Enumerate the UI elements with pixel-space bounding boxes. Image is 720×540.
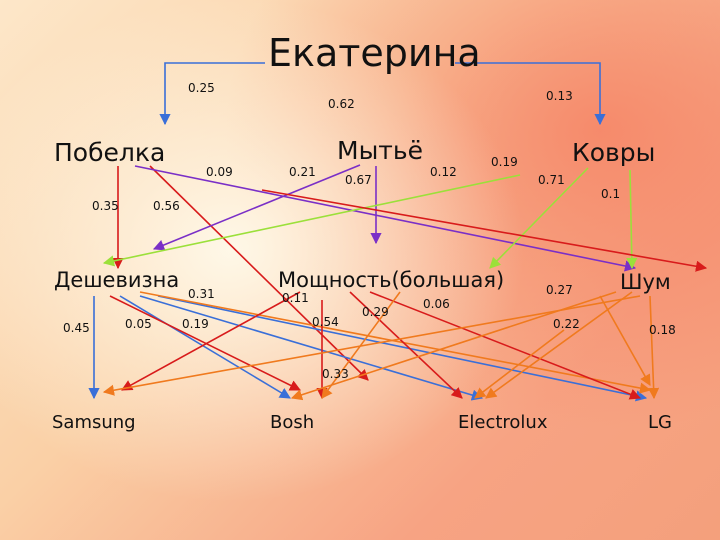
weight-noise-1: 0.27	[546, 283, 573, 297]
subcriterion-cheapness: Дешевизна	[54, 268, 180, 292]
weight-goal-pobelka: 0.25	[188, 81, 215, 95]
weight-cheapness-3: 0.31	[188, 287, 215, 301]
alternative-bosh: Bosh	[270, 412, 315, 433]
weight-kovry-1: 0.19	[491, 155, 518, 169]
edge-mytyo-to-noise	[102, 174, 521, 267]
weight-kovry-3: 0.1	[601, 187, 621, 201]
edge-noise-to-lg	[648, 295, 660, 400]
edge-kovry-to-cheapness-red	[261, 189, 708, 272]
alternative-samsung: Samsung	[52, 412, 136, 433]
edge-electrolux-cross-orange	[474, 329, 565, 399]
alternative-electrolux: Electrolux	[458, 412, 548, 433]
weight-pobelka-2: 0.56	[153, 199, 180, 213]
goal-node: Екатерина	[268, 31, 481, 75]
edge-power-to-bosh-orange	[321, 291, 401, 399]
criterion-mytyo: Мытьё	[337, 136, 423, 165]
edge-cheapness-to-electrolux	[139, 295, 484, 401]
edge-cheapness-to-lg-orange	[139, 291, 652, 394]
weight-pobelka-3: 0.09	[206, 165, 233, 179]
edge-pobelka-to-noise	[134, 165, 637, 272]
weight-cheapness-2: 0.05	[125, 317, 152, 331]
edge-cheapness-to-bosh	[119, 295, 291, 399]
edge-kovry-to-noise	[626, 169, 638, 270]
weight-mytyo-3: 0.12	[430, 165, 457, 179]
edge-goal-kovry	[455, 62, 606, 126]
edge-pobelka-to-power-red	[149, 165, 369, 381]
alternative-lg: LG	[648, 412, 672, 433]
weight-cheapness-1: 0.45	[63, 321, 90, 335]
weight-cheapness-4: 0.19	[182, 317, 209, 331]
edge-power-to-electrolux	[349, 291, 463, 399]
edge-lg-cross-orange	[599, 295, 651, 386]
edge-noise-to-bosh	[290, 291, 617, 401]
weight-pobelka-1: 0.35	[92, 199, 119, 213]
weight-mytyo-1: 0.21	[289, 165, 316, 179]
weight-power-3: 0.29	[362, 305, 389, 319]
weight-goal-kovry: 0.13	[546, 89, 573, 103]
weight-goal-mytyo: 0.62	[328, 97, 355, 111]
edge-mytyo-to-cheapness	[152, 164, 361, 251]
weight-power-2: 0.54	[312, 315, 339, 329]
weight-noise-3: 0.18	[649, 323, 676, 337]
subcriterion-power: Мощность(большая)	[278, 268, 505, 292]
weight-power-1: 0.11	[282, 291, 309, 305]
edge-goal-pobelka	[159, 62, 265, 126]
diagram-edges	[88, 62, 708, 402]
weight-noise-2: 0.22	[553, 317, 580, 331]
edge-cheapness-to-bosh-red	[109, 295, 302, 391]
criterion-kovry: Ковры	[572, 138, 656, 167]
weight-center: 0.33	[322, 367, 349, 381]
weight-kovry-2: 0.71	[538, 173, 565, 187]
criterion-pobelka: Побелка	[54, 138, 166, 167]
edge-kovry-to-power	[489, 167, 589, 269]
weight-mytyo-2: 0.67	[345, 173, 372, 187]
edge-power-to-samsung	[121, 291, 301, 391]
edge-noise-to-samsung	[102, 295, 641, 396]
weight-power-4: 0.06	[423, 297, 450, 311]
subcriterion-noise: Шум	[620, 270, 671, 294]
edge-power-to-lg	[369, 291, 642, 400]
edge-cheapness-to-lg	[157, 295, 648, 402]
